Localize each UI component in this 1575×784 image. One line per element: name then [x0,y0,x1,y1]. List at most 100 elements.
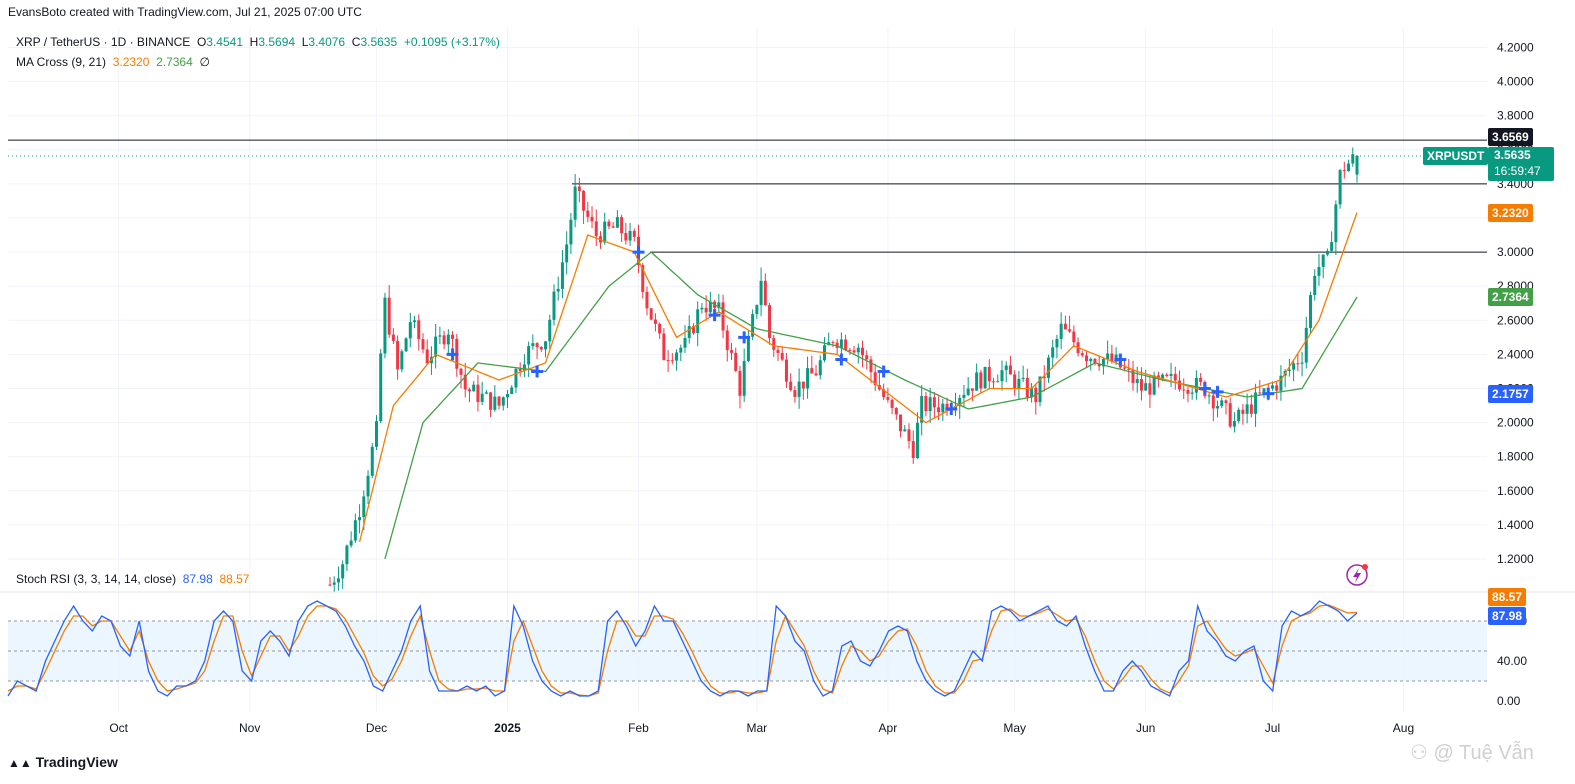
candle-body [501,397,505,406]
candle-body [772,338,776,350]
candle-body [1017,378,1021,389]
candle-body [539,347,543,350]
ma-legend[interactable]: MA Cross (9, 21) 3.2320 2.7364 ∅ [16,55,210,69]
candle-body [1300,362,1304,364]
ma-cross-marker [738,331,751,344]
candle-body [742,361,746,396]
candle-body [1309,295,1313,328]
candle-body [565,244,569,263]
candle-body [920,396,924,423]
candle-body [1025,377,1029,398]
logo-icon: ▲▲ [8,756,32,770]
ma-cross-marker [632,246,645,259]
candle-body [932,397,936,408]
candle-body [641,265,645,292]
candle-body [1072,331,1076,343]
candle-body [531,343,535,347]
price-tick: 1.8000 [1497,450,1534,464]
candle-body [810,368,814,374]
ma-cross-marker [835,353,848,366]
candle-body [408,322,412,339]
candle-body [425,349,429,364]
candle-body [1013,374,1017,389]
rsi-legend[interactable]: Stoch RSI (3, 3, 14, 14, close) 87.98 88… [16,572,249,586]
candle-body [489,392,493,410]
candle-body [624,233,628,241]
candle-body [1313,275,1317,296]
candle-body [603,221,607,243]
candle-body [873,372,877,385]
time-tick: Aug [1393,721,1414,735]
candle-body [700,307,704,310]
candle-body [941,403,945,413]
candle-body [1182,389,1186,391]
candle-body [417,320,421,340]
time-axis: epOctNovDec2025FebMarAprMayJunJulAug [109,721,1414,735]
lower-badge: 2.1757 [1488,385,1533,403]
candle-body [573,186,577,220]
rsi-d-line [7,604,1358,697]
candle-body [404,338,408,352]
change-value: +0.1095 (+3.17%) [403,35,500,49]
candle-body [1030,387,1034,398]
candle-body [493,396,497,410]
candle-body [894,407,898,415]
candle-body [797,381,801,397]
candle-body [1351,154,1355,164]
price-tick: 2.6000 [1497,313,1534,327]
candle-body [1241,409,1245,414]
candle-body [852,350,856,353]
candle-body [332,582,336,585]
candle-body [675,352,679,361]
time-tick: Feb [628,721,649,735]
candle-body [1169,373,1173,376]
candle-body [1237,409,1241,421]
candle-body [362,496,366,518]
candle-body [1089,358,1093,362]
symbol-legend[interactable]: XRP / TetherUS · 1D · BINANCE O3.4541 H3… [16,35,500,49]
time-tick: Apr [879,721,898,735]
candle-body [336,578,340,583]
candle-body [1161,374,1165,379]
flash-icon[interactable] [1346,564,1368,586]
candle-body [366,475,370,497]
candle-body [628,230,632,241]
rsi-band [8,620,1487,682]
candle-body [552,291,556,320]
candle-body [451,334,455,339]
candle-body [861,347,865,356]
open-value: 3.4541 [206,35,243,49]
candle-body [1068,329,1072,332]
candle-body [476,384,480,402]
candle-body [527,346,531,365]
candle-body [1046,357,1050,379]
tradingview-logo[interactable]: ▲▲ TradingView [8,754,118,770]
candle-body [890,399,894,408]
candle-body [1258,392,1262,394]
time-tick: May [1003,721,1026,735]
candle-body [1275,385,1279,391]
price-tick: 4.0000 [1497,75,1534,89]
candle-body [915,422,919,459]
time-tick: Dec [366,721,387,735]
candle-body [514,368,518,388]
candle-body [345,545,349,565]
candle-body [1245,404,1249,414]
stoch-rsi-lines [7,600,1358,697]
line-level-badge: 3.6569 [1488,128,1533,146]
candle-body [569,219,573,245]
candle-body [814,373,818,376]
candle-body [937,407,941,413]
candle-body [691,326,695,334]
ma-suffix-icon: ∅ [199,55,210,69]
candle-body [670,360,674,362]
candle-body [396,340,400,370]
price-tick: 2.4000 [1497,347,1534,361]
rsi-d-value: 88.57 [219,572,250,586]
rsi-tick: 40.00 [1497,654,1527,668]
ma-cross-marker [708,309,721,322]
ma-cross-marker [945,402,958,415]
candle-body [1127,368,1131,370]
